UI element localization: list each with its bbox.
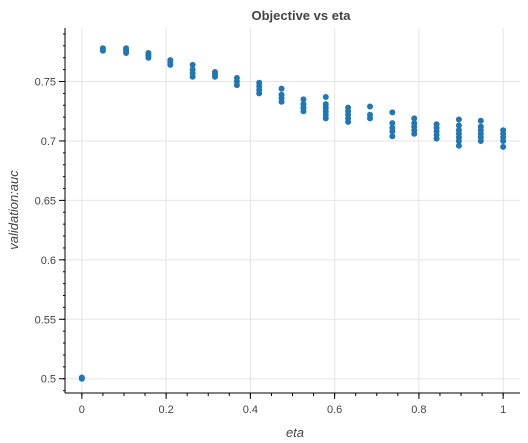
scatter-point: [189, 61, 196, 68]
scatter-point: [411, 115, 418, 122]
scatter-point: [233, 74, 240, 81]
x-tick-label: 0.6: [327, 404, 342, 416]
scatter-point: [389, 124, 396, 131]
scatter-point: [322, 93, 329, 100]
scatter-point: [123, 45, 130, 52]
grid-lines: [65, 28, 520, 393]
x-tick-label: 0.4: [243, 404, 258, 416]
scatter-point: [455, 127, 462, 134]
scatter-point: [300, 101, 307, 108]
scatter-point: [322, 101, 329, 108]
scatter-point: [500, 143, 507, 150]
y-tick-label: 0.65: [35, 195, 56, 207]
scatter-point: [367, 111, 374, 118]
y-axis-label: validation:auc: [6, 170, 21, 250]
scatter-point: [278, 91, 285, 98]
scatter-point: [433, 121, 440, 128]
x-tick-label: 0: [79, 404, 85, 416]
scatter-point: [189, 66, 196, 73]
scatter-point: [389, 133, 396, 140]
scatter-point: [367, 103, 374, 110]
scatter-point: [389, 109, 396, 116]
scatter-point: [256, 79, 263, 86]
chart-title: Objective vs eta: [252, 8, 352, 23]
scatter-point: [477, 117, 484, 124]
scatter-point: [455, 142, 462, 149]
scatter-point: [99, 45, 106, 52]
x-tick-label: 0.2: [158, 404, 173, 416]
y-tick-label: 0.5: [41, 374, 56, 386]
scatter-point: [411, 120, 418, 127]
x-tick-label: 1: [500, 404, 506, 416]
scatter-point: [211, 68, 218, 75]
y-axis: 0.5 0.55 0.6 0.65 0.7 0.75: [35, 28, 66, 393]
y-tick-label: 0.7: [41, 136, 56, 148]
scatter-point: [389, 120, 396, 127]
x-tick-label: 0.8: [411, 404, 426, 416]
scatter-point: [300, 96, 307, 103]
scatter-point: [345, 104, 352, 111]
scatter-point: [455, 122, 462, 129]
data-points: [78, 45, 507, 382]
x-axis: 0 0.2 0.4 0.6 0.8 1: [65, 392, 520, 416]
scatter-point: [278, 85, 285, 92]
scatter-point: [500, 127, 507, 134]
scatter-point: [145, 49, 152, 56]
y-tick-label: 0.6: [41, 255, 56, 267]
y-tick-label: 0.75: [35, 77, 56, 89]
y-tick-label: 0.55: [35, 314, 56, 326]
scatter-point: [78, 374, 85, 381]
scatter-point: [455, 116, 462, 123]
scatter-point: [477, 123, 484, 130]
x-axis-label: eta: [286, 425, 304, 440]
scatter-point: [167, 57, 174, 64]
